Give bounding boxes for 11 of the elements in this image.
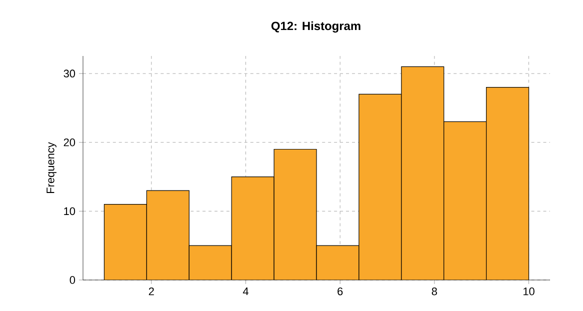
y-axis-title: Frequency bbox=[46, 142, 56, 193]
y-tick-label: 0 bbox=[70, 276, 76, 284]
y-tick-label: 20 bbox=[64, 138, 76, 146]
chart-title: Q12: Histogram bbox=[271, 21, 360, 33]
x-tick-label: 6 bbox=[338, 288, 343, 296]
x-tick-label: 4 bbox=[242, 288, 248, 296]
y-tick-label: 10 bbox=[64, 207, 76, 216]
x-tick-label: 10 bbox=[524, 288, 534, 296]
y-tick-label: 30 bbox=[64, 70, 76, 78]
x-tick-label: 8 bbox=[432, 288, 437, 296]
x-tick-label: 2 bbox=[148, 288, 154, 296]
